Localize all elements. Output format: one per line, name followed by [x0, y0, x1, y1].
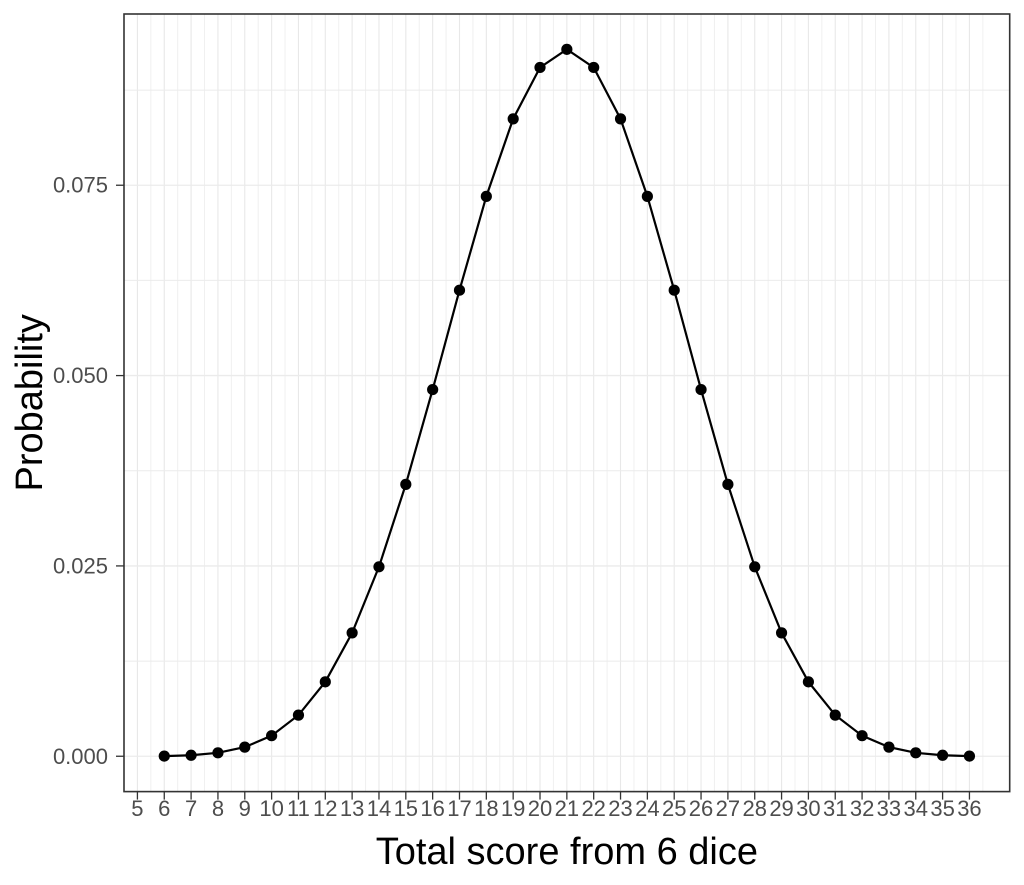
svg-text:14: 14: [367, 796, 391, 821]
svg-text:35: 35: [930, 796, 954, 821]
svg-text:25: 25: [662, 796, 686, 821]
svg-text:9: 9: [239, 796, 251, 821]
svg-text:20: 20: [528, 796, 552, 821]
svg-text:10: 10: [259, 796, 283, 821]
svg-text:13: 13: [340, 796, 364, 821]
svg-text:22: 22: [581, 796, 605, 821]
svg-text:32: 32: [850, 796, 874, 821]
svg-text:34: 34: [904, 796, 928, 821]
svg-text:19: 19: [501, 796, 525, 821]
svg-text:33: 33: [877, 796, 901, 821]
svg-text:28: 28: [742, 796, 766, 821]
svg-text:12: 12: [313, 796, 337, 821]
svg-text:Probability: Probability: [9, 314, 51, 491]
svg-text:16: 16: [420, 796, 444, 821]
svg-text:15: 15: [394, 796, 418, 821]
svg-text:24: 24: [635, 796, 659, 821]
svg-text:8: 8: [212, 796, 224, 821]
svg-text:27: 27: [716, 796, 740, 821]
svg-text:36: 36: [957, 796, 981, 821]
svg-text:29: 29: [769, 796, 793, 821]
svg-text:0.075: 0.075: [53, 173, 108, 198]
svg-text:18: 18: [474, 796, 498, 821]
svg-text:0.050: 0.050: [53, 363, 108, 388]
svg-text:0.025: 0.025: [53, 553, 108, 578]
svg-text:31: 31: [823, 796, 847, 821]
svg-text:6: 6: [158, 796, 170, 821]
svg-text:30: 30: [796, 796, 820, 821]
svg-text:21: 21: [555, 796, 579, 821]
svg-text:26: 26: [689, 796, 713, 821]
svg-text:Total score from 6 dice: Total score from 6 dice: [376, 831, 758, 873]
svg-text:17: 17: [447, 796, 471, 821]
svg-text:23: 23: [608, 796, 632, 821]
svg-text:0.000: 0.000: [53, 744, 108, 769]
svg-text:5: 5: [131, 796, 143, 821]
svg-text:7: 7: [185, 796, 197, 821]
svg-text:11: 11: [287, 796, 310, 821]
